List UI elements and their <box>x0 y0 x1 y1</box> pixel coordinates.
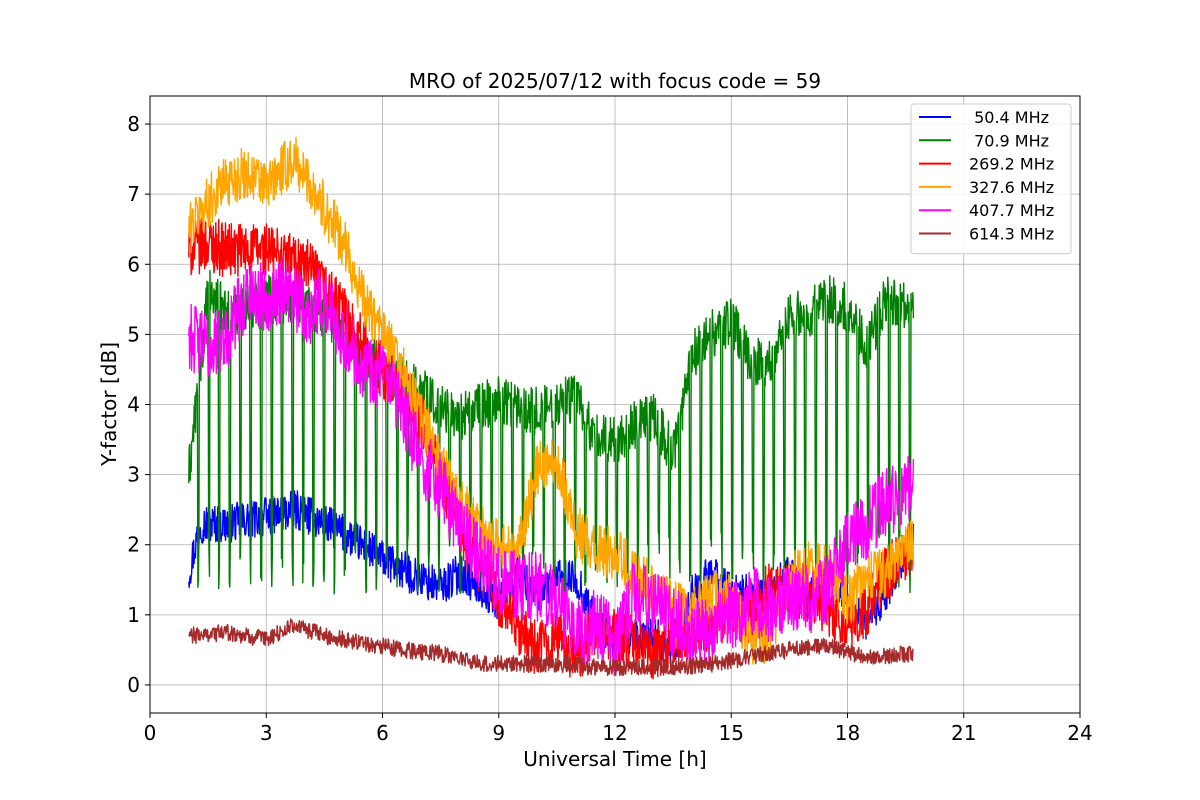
y-tick-label: 0 <box>127 673 140 697</box>
legend: 50.4 MHz 70.9 MHz 269.2 MHz 327.6 MHz 407.7… <box>910 103 1072 255</box>
x-axis-label: Universal Time [h] <box>523 747 706 771</box>
y-tick-label: 8 <box>127 112 140 136</box>
y-tick-label: 5 <box>127 322 140 346</box>
y-tick-label: 4 <box>127 393 140 417</box>
legend-label: 407.7 MHz <box>969 201 1054 220</box>
y-tick-label: 2 <box>127 533 140 557</box>
legend-label: 50.4 MHz <box>969 108 1049 127</box>
x-tick-label: 24 <box>1067 721 1092 745</box>
y-axis-label: Y-factor [dB] <box>97 342 121 467</box>
legend-label: 327.6 MHz <box>969 178 1054 197</box>
x-tick-label: 15 <box>719 721 744 745</box>
x-tick-label: 3 <box>260 721 273 745</box>
x-tick-label: 9 <box>492 721 505 745</box>
y-tick-label: 3 <box>127 463 140 487</box>
legend-label: 70.9 MHz <box>969 131 1049 150</box>
legend-label: 614.3 MHz <box>969 225 1054 244</box>
chart-title: MRO of 2025/07/12 with focus code = 59 <box>409 69 821 93</box>
x-tick-label: 18 <box>835 721 860 745</box>
plot-area <box>188 136 915 680</box>
y-tick-label: 7 <box>127 182 140 206</box>
x-tick-label: 12 <box>602 721 627 745</box>
x-tick-label: 0 <box>144 721 157 745</box>
series-line <box>188 618 914 677</box>
series-line <box>188 269 915 595</box>
x-tick-label: 21 <box>951 721 976 745</box>
x-tick-label: 6 <box>376 721 389 745</box>
legend-label: 269.2 MHz <box>969 155 1054 174</box>
legend-box <box>910 103 1072 255</box>
series-line <box>188 255 915 676</box>
y-tick-label: 1 <box>127 603 140 627</box>
y-tick-label: 6 <box>127 252 140 276</box>
